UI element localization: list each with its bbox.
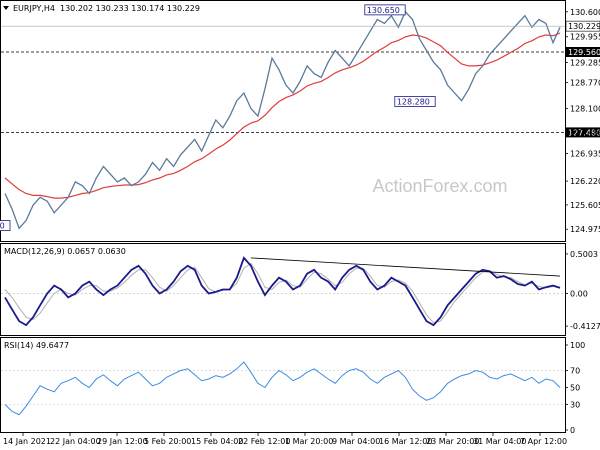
macd-y-tick-label: 0.5003 xyxy=(570,250,598,259)
price-callout-box xyxy=(364,4,406,16)
x-tick-label: 1 Mar 20:00 xyxy=(285,437,333,446)
rsi-y-tick-label: 50 xyxy=(570,384,580,393)
current-price-tag xyxy=(565,20,600,32)
price-panel-frame xyxy=(0,0,566,242)
x-tick-label: 16 Mar 12:00 xyxy=(379,437,432,446)
price-y-tick-label: 125.605 xyxy=(570,201,600,210)
level-price-tag xyxy=(566,127,600,138)
macd-line xyxy=(4,256,561,327)
rsi-panel-frame xyxy=(0,337,566,433)
rsi-y-tick-label: 0 xyxy=(570,426,575,435)
price-y-tick-label: 128.100 xyxy=(570,104,600,113)
price-y-tick-label: 126.935 xyxy=(570,149,600,158)
x-tick-label: 23 Mar 20:00 xyxy=(426,437,479,446)
x-tick-label: 7 Apr 12:00 xyxy=(520,437,567,446)
price-callout-label: 125.070 xyxy=(0,222,5,231)
moving-average-line xyxy=(4,32,561,199)
x-tick-label: 14 Jan 2021 xyxy=(3,437,51,446)
x-tick-label: 15 Feb 04:00 xyxy=(191,437,243,446)
price-y-tick-label: 126.220 xyxy=(570,177,600,186)
x-tick-label: 29 Jan 12:00 xyxy=(97,437,148,446)
price-y-tick-label: 124.975 xyxy=(570,225,600,234)
x-tick-label: 9 Mar 04:00 xyxy=(332,437,380,446)
current-price-label: 130.229 xyxy=(568,22,600,31)
rsi-line xyxy=(4,361,561,416)
price-y-tick-label: 130.600 xyxy=(570,8,600,17)
macd-panel-frame xyxy=(0,243,566,336)
price-y-tick-label: 128.770 xyxy=(570,79,600,88)
level-price-label: 127.480 xyxy=(568,128,600,137)
price-y-tick-label: 129.955 xyxy=(570,33,600,42)
price-callout-box xyxy=(394,96,436,107)
level-price-tag xyxy=(566,47,600,57)
price-line xyxy=(4,10,561,230)
price-y-tick-label: 129.285 xyxy=(570,59,600,68)
rsi-y-tick-label: 70 xyxy=(570,367,580,376)
price-y-tick-label: 127.480 xyxy=(570,128,600,137)
x-tick-label: 22 Feb 12:00 xyxy=(238,437,290,446)
x-tick-label: 5 Feb 20:00 xyxy=(144,437,191,446)
header-ohlc: 130.202 130.233 130.174 130.229 xyxy=(60,4,200,13)
dropdown-triangle-icon xyxy=(3,6,9,10)
header: EURJPY,H4 130.202 130.233 130.174 130.22… xyxy=(3,4,200,13)
header-symbol: EURJPY,H4 xyxy=(13,4,55,13)
macd-trendline xyxy=(250,257,561,277)
x-tick-label: 31 Mar 04:00 xyxy=(473,437,526,446)
watermark: ActionForex.com xyxy=(372,176,507,196)
price-callout-label: 130.650 xyxy=(367,6,400,15)
rsi-label: RSI(14) 49.6477 xyxy=(4,341,69,350)
price-callout-box xyxy=(0,220,11,231)
macd-signal-line xyxy=(4,262,561,324)
rsi-y-tick-label: 100 xyxy=(570,341,585,350)
rsi-y-tick-label: 30 xyxy=(570,401,580,410)
price-callout-label: 128.280 xyxy=(397,97,430,106)
macd-label: MACD(12,26,9) 0.0657 0.0630 xyxy=(4,247,126,256)
level-price-label: 129.560 xyxy=(568,48,600,57)
macd-y-tick-label: 0.00 xyxy=(570,289,588,298)
x-tick-label: 22 Jan 04:00 xyxy=(50,437,101,446)
macd-y-tick-label: -0.4127 xyxy=(570,322,600,331)
